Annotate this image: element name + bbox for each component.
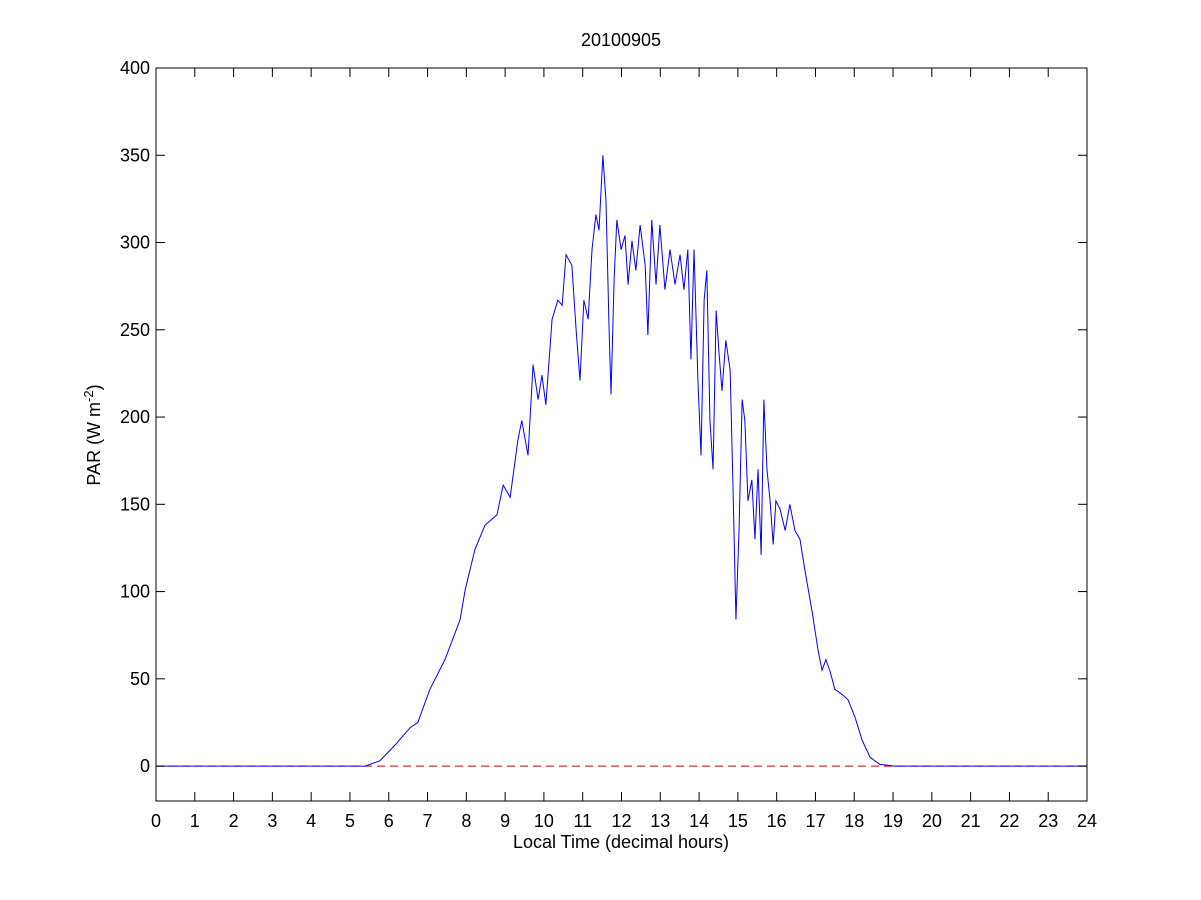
- x-tick-label: 3: [267, 811, 277, 831]
- x-tick-label: 1: [190, 811, 200, 831]
- y-tick-label: 250: [120, 320, 150, 340]
- y-tick-label: 50: [130, 669, 150, 689]
- x-tick-label: 7: [423, 811, 433, 831]
- x-tick-label: 18: [844, 811, 864, 831]
- x-tick-label: 19: [883, 811, 903, 831]
- x-tick-label: 6: [384, 811, 394, 831]
- x-tick-label: 22: [999, 811, 1019, 831]
- x-tick-label: 23: [1038, 811, 1058, 831]
- y-tick-label: 100: [120, 582, 150, 602]
- y-tick-label: 0: [140, 756, 150, 776]
- x-tick-label: 14: [689, 811, 709, 831]
- y-tick-label: 300: [120, 233, 150, 253]
- y-axis-label-suffix: ): [84, 384, 104, 390]
- y-axis-label-text: PAR (W m: [84, 402, 104, 486]
- x-tick-label: 10: [534, 811, 554, 831]
- chart-title: 20100905: [581, 30, 661, 50]
- x-axis-label: Local Time (decimal hours): [513, 832, 729, 852]
- y-tick-label: 400: [120, 58, 150, 78]
- x-tick-label: 24: [1077, 811, 1097, 831]
- x-tick-label: 16: [767, 811, 787, 831]
- x-tick-label: 0: [151, 811, 161, 831]
- x-tick-label: 11: [573, 811, 592, 831]
- x-tick-label: 12: [611, 811, 631, 831]
- x-tick-label: 13: [650, 811, 670, 831]
- y-axis-label-superscript: -2: [81, 390, 96, 402]
- y-tick-label: 350: [120, 145, 150, 165]
- y-axis-label: PAR (W m-2): [81, 384, 104, 485]
- y-tick-label: 200: [120, 407, 150, 427]
- x-tick-label: 2: [229, 811, 239, 831]
- x-tick-label: 15: [728, 811, 748, 831]
- x-tick-label: 17: [805, 811, 825, 831]
- x-tick-label: 20: [922, 811, 942, 831]
- y-tick-label: 150: [120, 494, 150, 514]
- x-tick-label: 9: [500, 811, 510, 831]
- x-tick-label: 5: [345, 811, 355, 831]
- x-tick-label: 8: [461, 811, 471, 831]
- x-tick-label: 21: [961, 811, 981, 831]
- x-tick-label: 4: [306, 811, 316, 831]
- data-line: [156, 155, 1087, 767]
